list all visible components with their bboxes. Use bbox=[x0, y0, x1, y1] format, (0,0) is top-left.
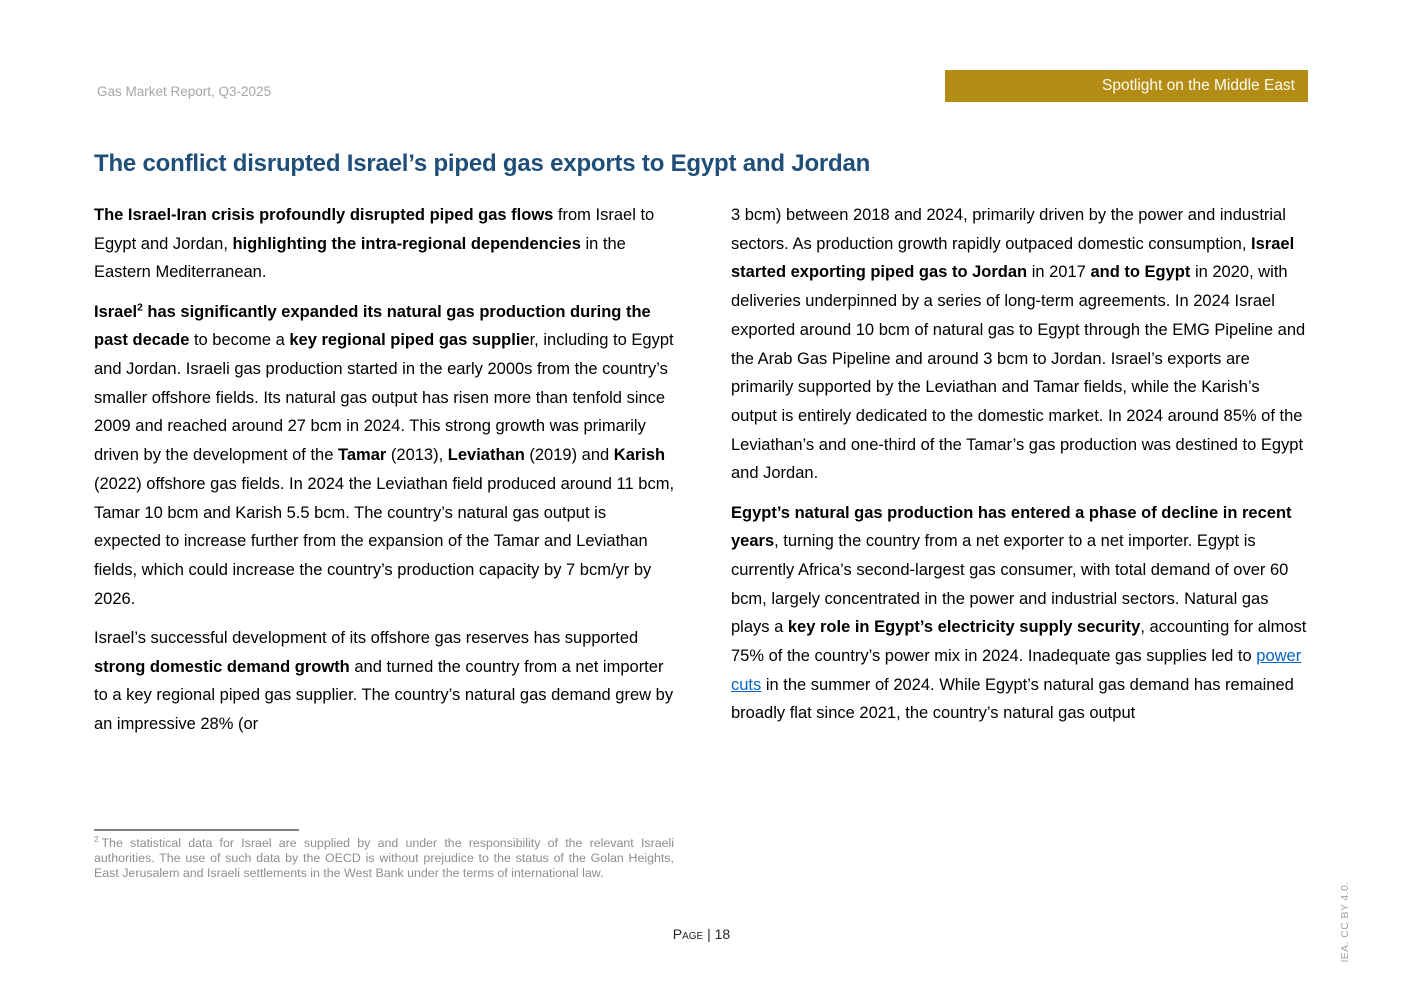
text-run: in the summer of 2024. While Egypt’s nat… bbox=[731, 675, 1294, 723]
bold-text-run: Tamar bbox=[338, 446, 387, 465]
bold-text-run: The Israel-Iran crisis profoundly disrup… bbox=[94, 206, 554, 224]
bold-text-run: key regional piped gas supplie bbox=[289, 331, 530, 350]
bold-text-run: Leviathan bbox=[447, 446, 525, 465]
bold-text-run: Egypt’s natural gas production has enter… bbox=[731, 503, 1292, 551]
text-run: to become a bbox=[189, 331, 290, 350]
text-run: in the Eastern Mediterranean. bbox=[94, 234, 626, 282]
bold-text-run: highlighting the intra-regional dependen… bbox=[232, 234, 581, 253]
bold-text-run: Israel bbox=[94, 302, 138, 321]
bold-text-run: has significantly expanded its natural g… bbox=[94, 302, 651, 350]
paragraph-israel-production: Israel2 has significantly expanded its n… bbox=[94, 298, 675, 614]
text-run: in 2017 bbox=[1027, 263, 1091, 282]
text-run: (2022) offshore gas fields. In 2024 the … bbox=[94, 474, 675, 608]
left-column: The Israel-Iran crisis profoundly disrup… bbox=[94, 201, 675, 749]
footnote-divider bbox=[94, 829, 299, 831]
paragraph-israel-iran-crisis: The Israel-Iran crisis profoundly disrup… bbox=[94, 201, 675, 287]
right-column: 3 bcm) between 2018 and 2024, primarily … bbox=[731, 201, 1309, 739]
text-run: from Israel to Egypt and Jordan, bbox=[94, 206, 655, 253]
spotlight-banner-label: Spotlight on the Middle East bbox=[1101, 77, 1295, 94]
text-run: r, including to Egypt and Jordan. Israel… bbox=[94, 331, 674, 465]
text-run: (2013), bbox=[386, 446, 448, 465]
page-number: Page | 18 bbox=[0, 926, 1403, 942]
footnote-marker: 2 bbox=[94, 834, 99, 844]
bold-text-run: Israel started exporting piped gas to Jo… bbox=[731, 234, 1295, 282]
bold-text-run: and to Egypt bbox=[1090, 263, 1191, 282]
report-header-label: Gas Market Report, Q3-2025 bbox=[97, 84, 272, 99]
paragraph-exports: 3 bcm) between 2018 and 2024, primarily … bbox=[731, 201, 1309, 488]
text-run: (2019) and bbox=[524, 446, 614, 465]
text-run: and turned the country from a net import… bbox=[94, 657, 674, 733]
license-side-label: IEA. CC BY 4.0. bbox=[1339, 881, 1351, 963]
text-run: , turning the country from a net exporte… bbox=[731, 532, 1289, 637]
paragraph-domestic-demand: Israel’s successful development of its o… bbox=[94, 624, 675, 739]
text-run: 3 bcm) between 2018 and 2024, primarily … bbox=[731, 206, 1286, 253]
bold-text-run: Karish bbox=[613, 446, 666, 465]
footnote-text: The statistical data for Israel are supp… bbox=[94, 836, 674, 881]
bold-text-run: key role in Egypt’s electricity supply s… bbox=[787, 618, 1141, 637]
bold-text-run: 2 bbox=[137, 302, 143, 314]
page-title: The conflict disrupted Israel’s piped ga… bbox=[94, 150, 871, 177]
footnote: 2 The statistical data for Israel are sup… bbox=[94, 834, 674, 882]
bold-text-run: strong domestic demand growth bbox=[94, 657, 350, 676]
text-run: Israel’s successful development of its o… bbox=[94, 628, 639, 647]
text-run: , accounting for almost 75% of the count… bbox=[731, 618, 1307, 666]
paragraph-egypt-decline: Egypt’s natural gas production has enter… bbox=[731, 499, 1309, 729]
text-run: in 2020, with deliveries underpinned by … bbox=[731, 263, 1306, 483]
spotlight-banner: Spotlight on the Middle East bbox=[945, 70, 1308, 102]
power-cuts-link[interactable]: power cuts bbox=[731, 647, 1302, 694]
page-number-label: Page | 18 bbox=[672, 926, 731, 942]
